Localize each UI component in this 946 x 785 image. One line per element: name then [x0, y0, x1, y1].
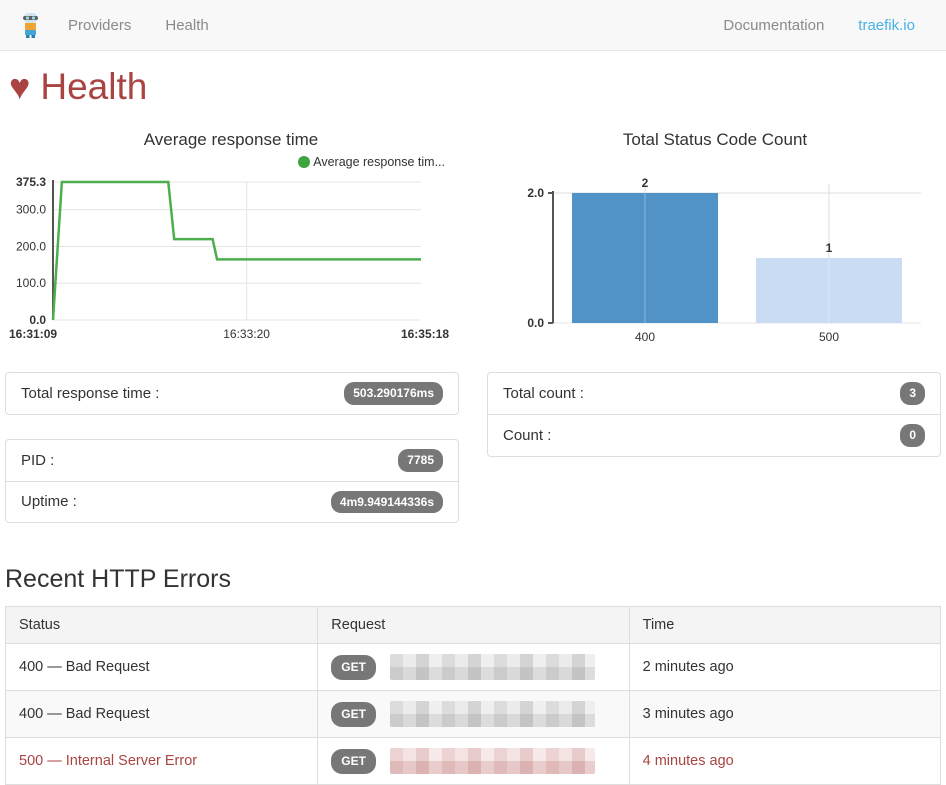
- http-method-badge: GET: [331, 701, 376, 727]
- svg-text:16:33:20: 16:33:20: [223, 327, 270, 341]
- svg-text:300.0: 300.0: [16, 203, 46, 217]
- svg-text:16:35:18: 16:35:18: [401, 327, 449, 341]
- error-time: 2 minutes ago: [628, 643, 942, 692]
- http-method-badge: GET: [331, 748, 376, 774]
- error-status: 500 — Internal Server Error: [4, 737, 319, 785]
- navbar-right: Documentation traefik.io: [706, 17, 932, 34]
- stat-row: Total count : 3: [488, 373, 940, 414]
- pid-badge: 7785: [398, 448, 443, 472]
- stats-col-left: Total response time : 503.290176ms PID :…: [5, 372, 459, 524]
- col-header-time: Time: [628, 606, 942, 645]
- svg-text:2: 2: [642, 176, 649, 190]
- svg-text:0.0: 0.0: [527, 316, 544, 330]
- bar-chart-title: Total Status Code Count: [622, 130, 808, 149]
- error-time: 3 minutes ago: [628, 690, 942, 739]
- total-count-label: Total count :: [503, 384, 584, 402]
- svg-text:400: 400: [635, 330, 655, 344]
- svg-text:0.0: 0.0: [29, 313, 46, 327]
- total-count-badge: 3: [900, 382, 925, 405]
- col-header-status: Status: [4, 606, 319, 645]
- avg-response-time-line-chart: 0.0 100.0 200.0 300.0 375.3 16:31:09 16:33:20 1…: [9, 175, 449, 341]
- redacted-url: [389, 654, 595, 681]
- avg-response-time-panel: Average response time Average response t…: [5, 118, 457, 355]
- counts-card: Total count : 3 Count : 0: [487, 372, 941, 457]
- total-response-time-label: Total response time :: [21, 384, 160, 402]
- page-title-text: Health: [40, 66, 148, 107]
- svg-text:200.0: 200.0: [16, 239, 46, 253]
- table-header: Status Request Time: [4, 606, 942, 645]
- line-chart-legend: Average response tim...: [5, 152, 457, 172]
- svg-text:375.3: 375.3: [16, 175, 46, 189]
- stat-row: Uptime : 4m9.949144336s: [6, 480, 458, 523]
- navbar-left: Providers Health: [14, 12, 226, 39]
- svg-text:1: 1: [826, 241, 833, 255]
- status-code-count-panel: Total Status Code Count 2 400 1 500 0.0 2.0: [489, 118, 941, 355]
- stat-row: Total response time : 503.290176ms: [6, 373, 458, 414]
- count-label: Count :: [503, 426, 552, 444]
- error-request: GET: [317, 737, 630, 785]
- col-header-request: Request: [317, 606, 630, 645]
- error-row: 500 — Internal Server Error GET 4 minute…: [4, 737, 942, 785]
- stats-col-right: Total count : 3 Count : 0: [487, 372, 941, 523]
- process-info-card: PID : 7785 Uptime : 4m9.949144336s: [5, 438, 459, 524]
- page-title: ♥ Health: [9, 66, 941, 108]
- svg-text:2.0: 2.0: [527, 186, 544, 200]
- error-status: 400 — Bad Request: [4, 690, 319, 739]
- charts-row: Average response time Average response t…: [5, 118, 941, 355]
- error-request: GET: [317, 690, 630, 739]
- nav-item-documentation[interactable]: Documentation: [723, 16, 825, 34]
- main-content: ♥ Health Average response time Average r…: [0, 66, 946, 785]
- svg-text:100.0: 100.0: [16, 276, 46, 290]
- stat-row: Count : 0: [488, 413, 940, 456]
- svg-text:500: 500: [819, 330, 839, 344]
- redacted-url: [389, 701, 595, 728]
- status-code-bar-chart: 2 400 1 500 0.0 2.0: [527, 176, 921, 344]
- error-row: 400 — Bad Request GET 2 minutes ago: [4, 643, 942, 692]
- pid-label: PID :: [21, 451, 55, 469]
- heart-icon: ♥: [9, 66, 31, 107]
- uptime-label: Uptime :: [21, 493, 77, 511]
- legend-label: Average response tim...: [313, 155, 445, 169]
- error-status: 400 — Bad Request: [4, 643, 319, 692]
- total-response-time-badge: 503.290176ms: [344, 382, 443, 405]
- error-time: 4 minutes ago: [628, 737, 942, 785]
- redacted-url: [389, 748, 595, 775]
- http-errors-table: Status Request Time 400 — Bad Request GE…: [4, 606, 942, 785]
- http-method-badge: GET: [331, 654, 376, 680]
- total-response-time-card: Total response time : 503.290176ms: [5, 372, 459, 415]
- nav-item-health[interactable]: Health: [165, 16, 209, 34]
- navbar: Providers Health Documentation traefik.i…: [0, 0, 946, 51]
- error-request: GET: [317, 643, 630, 692]
- stat-row: PID : 7785: [6, 440, 458, 481]
- table-body: 400 — Bad Request GET 2 minutes ago 400 …: [4, 643, 942, 785]
- recent-http-errors-title: Recent HTTP Errors: [5, 565, 231, 594]
- stats-row: Total response time : 503.290176ms PID :…: [5, 372, 941, 524]
- nav-item-providers[interactable]: Providers: [68, 16, 132, 34]
- line-chart-title: Average response time: [143, 130, 319, 149]
- traefik-mascot-icon[interactable]: [20, 12, 41, 39]
- nav-item-traefik-io[interactable]: traefik.io: [858, 16, 915, 34]
- uptime-badge: 4m9.949144336s: [330, 490, 443, 514]
- error-row: 400 — Bad Request GET 3 minutes ago: [4, 690, 942, 739]
- count-badge: 0: [900, 423, 925, 447]
- legend-dot-icon: [298, 156, 311, 168]
- svg-text:16:31:09: 16:31:09: [9, 327, 57, 341]
